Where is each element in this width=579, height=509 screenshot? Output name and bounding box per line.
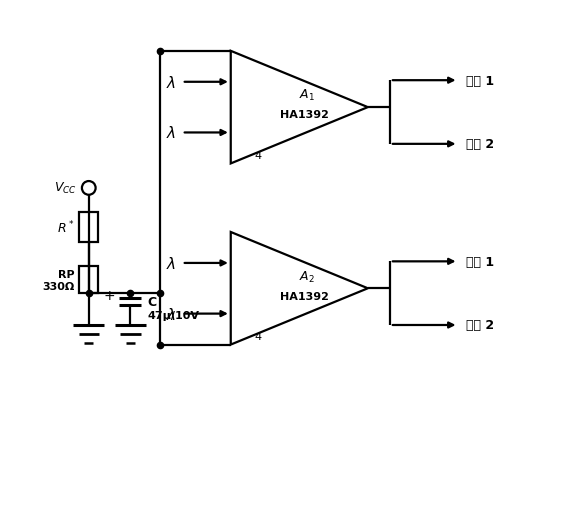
Text: HA1392: HA1392 bbox=[280, 110, 329, 120]
Text: $\lambda$: $\lambda$ bbox=[166, 75, 176, 91]
Text: 4: 4 bbox=[254, 150, 261, 160]
Text: 输出 1: 输出 1 bbox=[466, 256, 494, 268]
Text: $\lambda$: $\lambda$ bbox=[166, 256, 176, 271]
Bar bbox=[79, 213, 98, 242]
Text: +: + bbox=[104, 289, 115, 302]
Text: 47μ/10V: 47μ/10V bbox=[147, 310, 199, 321]
Text: $A_1$: $A_1$ bbox=[299, 88, 314, 103]
Text: 输出 2: 输出 2 bbox=[466, 319, 494, 332]
Text: HA1392: HA1392 bbox=[280, 291, 329, 301]
Text: $\lambda$: $\lambda$ bbox=[166, 125, 176, 141]
Text: RP
330Ω: RP 330Ω bbox=[42, 269, 75, 291]
Text: 4: 4 bbox=[254, 331, 261, 341]
Bar bbox=[79, 267, 98, 294]
Text: $A_2$: $A_2$ bbox=[299, 269, 314, 284]
Text: $V_{CC}$: $V_{CC}$ bbox=[54, 181, 76, 196]
Text: 输出 1: 输出 1 bbox=[466, 74, 494, 88]
Text: C: C bbox=[147, 295, 156, 308]
Text: $\lambda$: $\lambda$ bbox=[166, 306, 176, 322]
Text: 输出 2: 输出 2 bbox=[466, 138, 494, 151]
Text: $R^*$: $R^*$ bbox=[57, 219, 75, 236]
